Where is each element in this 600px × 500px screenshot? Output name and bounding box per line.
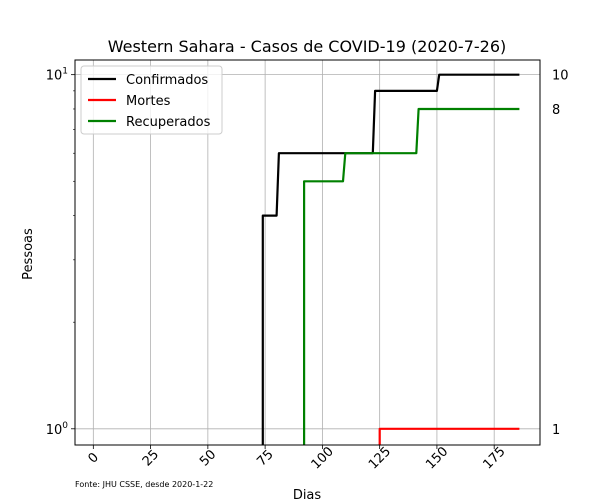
y-tick-label: 101 [46,67,68,84]
legend-label: Recuperados [126,115,211,130]
end-label-mortes: 1 [552,423,560,438]
x-tick-label: 0 [85,450,101,466]
y-tick-base: 10 [46,69,63,84]
chart-title: Western Sahara - Casos de COVID-19 (2020… [108,37,507,56]
source-note: Fonte: JHU CSSE, desde 2020-1-22 [75,480,213,489]
legend-box [80,65,223,135]
x-tick-label: 175 [480,444,508,472]
x-tick-label: 75 [254,447,276,469]
end-labels: 10 1 8 [552,69,569,438]
end-label-recuperados: 8 [552,103,560,118]
y-tick-base: 10 [46,423,63,438]
legend-label: Mortes [126,94,171,109]
plot-frame [74,59,541,446]
legend: Confirmados Mortes Recuperados [80,65,223,135]
y-tick-exponent: 0 [62,421,68,431]
x-tick-label: 25 [140,447,162,469]
series-line-mortes [378,427,520,445]
x-tick-label: 125 [366,444,394,472]
x-tick-label: 50 [197,447,219,469]
legend-label: Confirmados [126,73,208,88]
y-tick-label: 100 [46,421,69,438]
y-axis-label: Pessoas [21,228,36,280]
y-tick-exponent: 1 [62,67,68,77]
x-tick-label: 100 [309,444,337,472]
series-line-recuperados [303,107,520,445]
x-tick-label: 150 [423,444,451,472]
series-layer [261,73,520,445]
end-label-confirmados: 10 [552,69,569,84]
x-axis-label: Dias [293,488,322,500]
x-axis-ticks: 0 25 50 75 100 125 150 175 [85,444,508,472]
